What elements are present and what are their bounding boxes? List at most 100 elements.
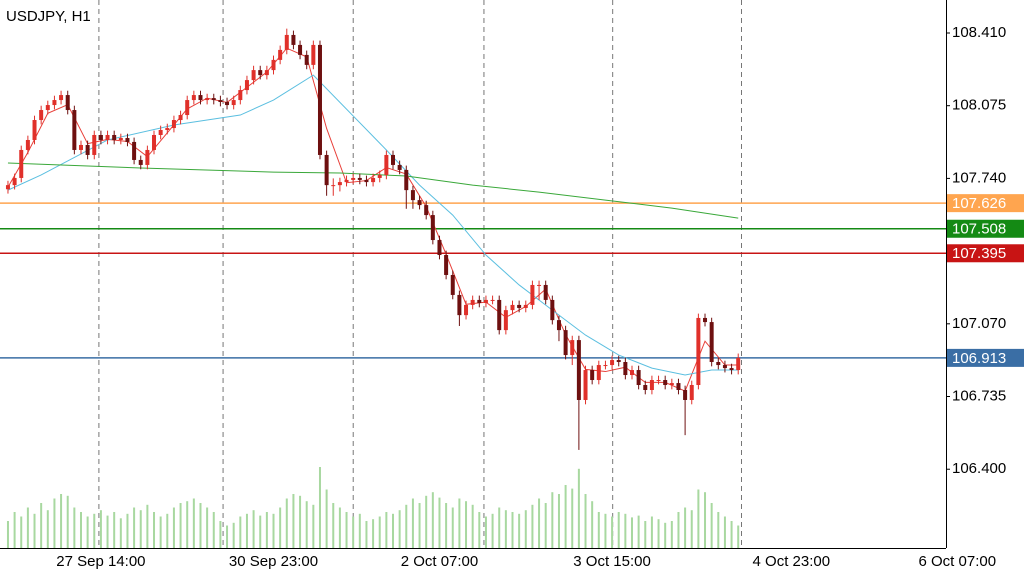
volume-bar [199,503,202,548]
candle-body [510,304,515,311]
candle-body [716,362,721,366]
volume-bar [637,515,640,548]
volume-bar [617,512,620,548]
volume-bar [212,512,215,548]
volume-bar [239,516,242,548]
candle-body [244,80,249,91]
volume-bar [325,489,328,548]
price-level-box [947,244,1024,263]
candle-body [191,95,196,101]
candle-body [92,134,97,155]
x-tick-label: 4 Oct 23:00 [753,553,831,570]
volume-bar [73,507,76,548]
candle-body [457,294,462,316]
candle-body [171,120,176,129]
candle-body [311,44,316,65]
candle-body [52,100,57,106]
candle-body [391,154,396,165]
volume-bar [378,516,381,548]
volume-bar [577,468,580,548]
candle-body [291,34,296,45]
volume-bar [723,516,726,548]
candle-body [722,365,727,369]
volume-bar [305,501,308,548]
candle-body [317,44,322,155]
candle-body [550,299,555,321]
volume-bar [299,495,302,548]
volume-bar [285,498,288,548]
volume-bar [245,513,248,548]
y-tick-label: 108.410 [952,24,1006,41]
candle-body [218,100,223,103]
volume-bar [591,501,594,548]
candle-body [251,70,256,81]
volume-bar [697,489,700,548]
plot [0,0,946,548]
candle-body [683,390,688,400]
price-level-label: 107.626 [952,195,1006,212]
candle-body [649,380,654,391]
volume-bar [737,525,740,548]
candle-body [198,95,203,101]
volume-bar [418,503,421,548]
candle-body [450,274,455,295]
candle-body [284,34,289,50]
candle-body [623,362,628,376]
x-tick-label: 27 Sep 14:00 [56,553,145,570]
price-level-label: 107.395 [952,245,1006,262]
candle-body [337,182,342,186]
volume-bar [451,507,454,548]
volume-bar [498,507,501,548]
candle-body [231,100,236,106]
volume-bar [146,504,149,548]
volume-bar [438,497,441,548]
candle-body [324,154,329,186]
volume-bar [630,517,633,548]
volume-bar [644,521,647,548]
moving-average [7,162,739,219]
volume-bar [166,513,169,548]
volume-bar [538,498,541,548]
price-level-label: 106.913 [952,350,1006,367]
volume-bar [159,516,162,548]
y-tick-label: 108.075 [952,97,1006,114]
candle-body [709,322,714,363]
x-tick-label: 2 Oct 07:00 [401,553,479,570]
volume-bar [531,504,534,548]
candle-body [238,90,243,101]
candle-body [264,70,269,76]
volume-bar [20,516,23,548]
volume-bar [232,522,235,548]
volume-bar [511,512,514,548]
volume-bar [206,507,209,548]
candle-body [384,154,389,175]
volume-bar [40,503,43,548]
candle-body [85,144,90,155]
candle-body [45,105,50,111]
x-tick-label: 3 Oct 15:00 [573,553,651,570]
volume-bar [106,515,109,548]
candle-body [530,284,535,305]
x-tick-label: 30 Sep 23:00 [229,553,318,570]
candle-body [603,365,608,367]
candle-body [78,144,83,150]
candle-body [185,100,190,116]
candle-body [158,130,163,135]
candle-body [138,159,143,165]
candle-body [5,185,10,190]
volume-bar [544,503,547,548]
candle-body [344,179,349,183]
candle-body [278,49,283,60]
candle-body [464,304,469,316]
candle-body [703,317,708,323]
volume-bar [411,498,414,548]
candle-body [364,179,369,183]
volume-bar [392,513,395,548]
volume-bar [730,521,733,548]
volume-bar [259,515,262,548]
volume-bar [292,494,295,548]
candle-body [112,134,117,140]
candle-body [298,44,303,55]
